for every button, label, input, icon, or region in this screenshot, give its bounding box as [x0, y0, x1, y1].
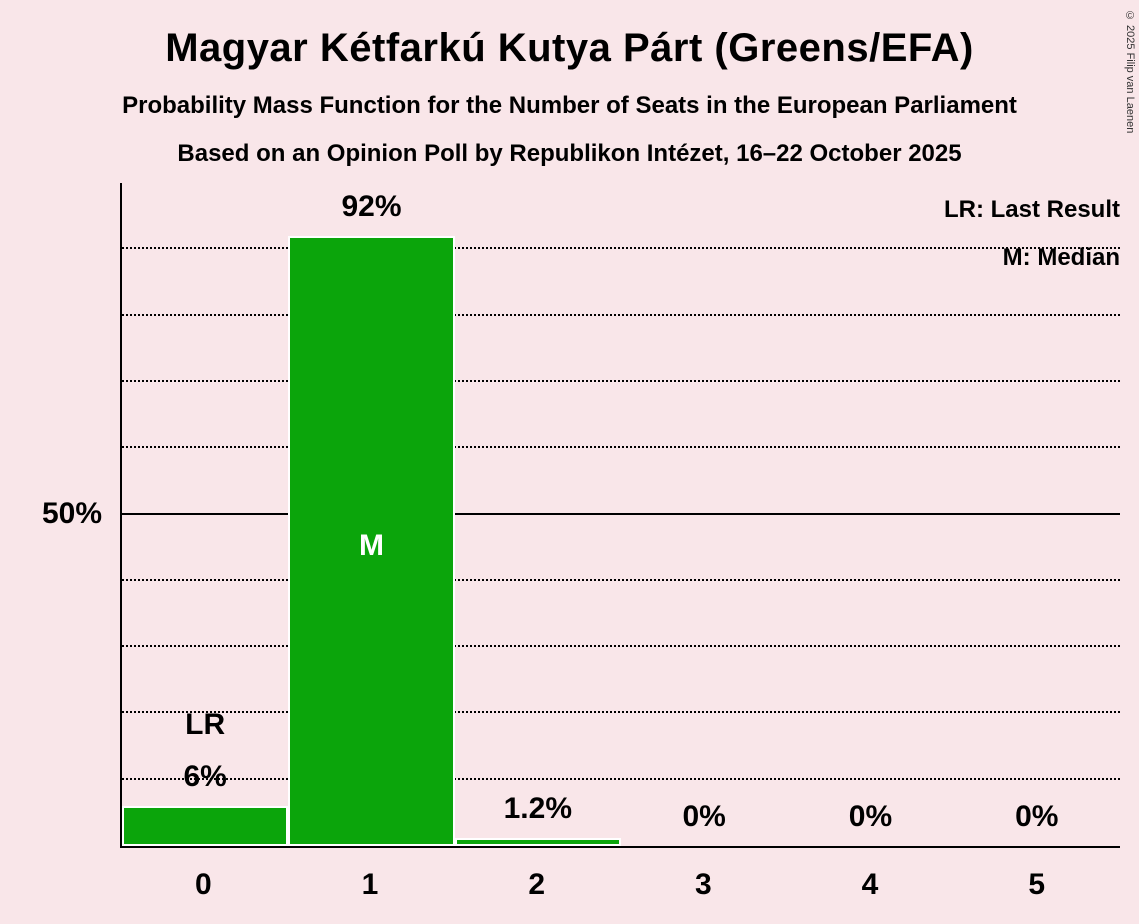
chart-title: Magyar Kétfarkú Kutya Párt (Greens/EFA): [165, 26, 974, 70]
bar-group-seats-3: 0%: [621, 183, 787, 846]
bar-group-seats-1: 92% M: [288, 183, 455, 846]
bar-value-label-2: 1.2%: [503, 792, 573, 825]
dotted-gridline-20: [122, 711, 1120, 714]
x-tick-0: 0: [194, 868, 212, 901]
dotted-gridline-90: [122, 247, 1120, 250]
dotted-gridline-30: [122, 645, 1120, 648]
chart-subtitle-1: Probability Mass Function for the Number…: [122, 92, 1017, 119]
x-tick-2: 2: [528, 868, 546, 901]
bar-seats-2: [454, 838, 621, 846]
bar-value-label-3: 0%: [682, 800, 726, 833]
bars-layer: LR 6% 92% M 1.2% 0% 0% 0: [122, 183, 1120, 846]
bar-value-label-0: 6%: [183, 760, 227, 793]
bar-group-seats-0: LR 6%: [122, 183, 289, 846]
last-result-label: LR: [185, 708, 226, 741]
dotted-gridline-80: [122, 313, 1120, 316]
x-tick-1: 1: [361, 868, 379, 901]
dotted-gridline-40: [122, 578, 1120, 581]
bar-group-seats-4: 0%: [787, 183, 953, 846]
chart-subtitle-2: Based on an Opinion Poll by Republikon I…: [177, 140, 962, 167]
solid-gridline-50: [122, 512, 1120, 515]
x-tick-4: 4: [861, 868, 879, 901]
legend-last-result: LR: Last Result: [943, 196, 1120, 223]
x-tick-5: 5: [1028, 868, 1046, 901]
dotted-gridline-70: [122, 379, 1120, 382]
bar-group-seats-5: 0%: [954, 183, 1120, 846]
bar-seats-1: [288, 236, 455, 846]
median-label: M: [358, 529, 384, 562]
bar-value-label-1: 92%: [341, 190, 402, 223]
copyright-text: © 2025 Filip van Laenen: [1124, 10, 1136, 134]
bar-value-label-4: 0%: [848, 800, 893, 833]
y-axis-label-50: 50%: [41, 497, 102, 530]
bar-group-seats-2: 1.2%: [454, 183, 621, 846]
plot-area: LR 6% 92% M 1.2% 0% 0% 0: [120, 183, 1120, 848]
bar-value-label-5: 0%: [1015, 800, 1059, 833]
bar-seats-0: [122, 806, 289, 846]
dotted-gridline-10: [122, 777, 1120, 780]
x-axis-tick-labels: 0 1 2 3 4 5: [120, 868, 1120, 902]
gridlines-layer: [122, 183, 1120, 846]
dotted-gridline-60: [122, 446, 1120, 449]
x-tick-3: 3: [695, 868, 712, 901]
